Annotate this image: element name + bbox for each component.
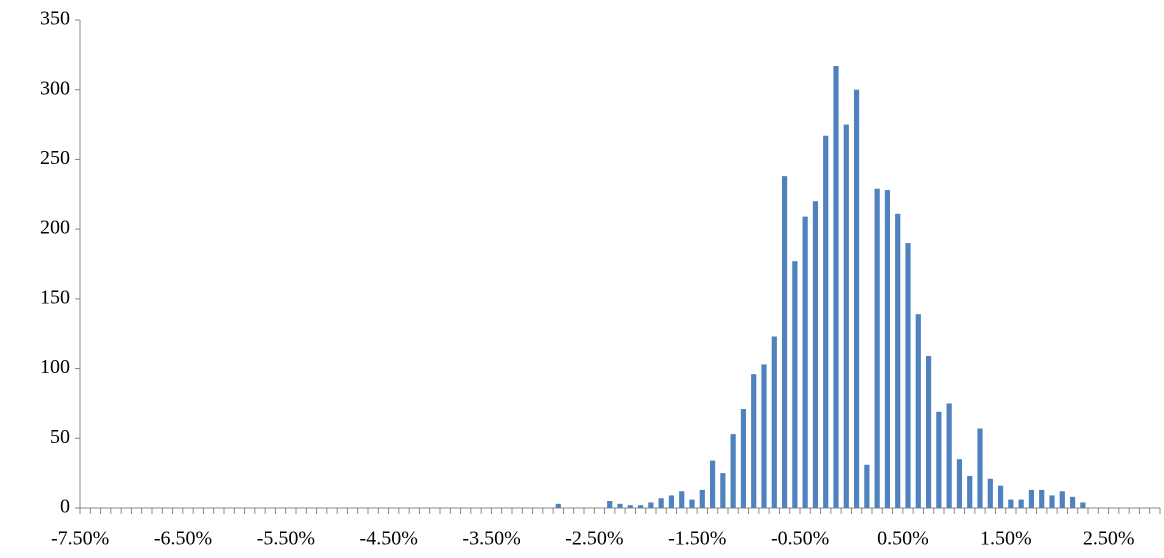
bar	[905, 243, 911, 509]
bar	[781, 176, 788, 508]
bar	[617, 503, 623, 508]
bar	[730, 434, 736, 508]
x-tick-label: 0.50%	[877, 528, 929, 550]
bar	[679, 491, 685, 508]
bar	[864, 464, 870, 508]
y-tick-label: 100	[40, 356, 70, 378]
x-tick-label: -5.50%	[257, 528, 315, 550]
x-tick-label: -7.50%	[51, 528, 109, 550]
bar	[812, 201, 819, 508]
bar	[997, 485, 1004, 508]
bar	[648, 502, 654, 508]
x-tick-label: -0.50%	[771, 528, 829, 550]
bar	[740, 409, 747, 508]
bar	[946, 403, 952, 508]
bar	[1008, 499, 1014, 508]
bar	[1018, 499, 1024, 508]
x-tick-label: -3.50%	[462, 528, 520, 550]
bar	[1080, 502, 1086, 508]
bar	[802, 216, 808, 508]
bar	[936, 411, 942, 508]
bar	[668, 495, 675, 508]
bar	[720, 473, 726, 508]
y-tick-label: 150	[40, 286, 70, 308]
x-tick-label: -6.50%	[154, 528, 212, 550]
bar	[555, 503, 561, 508]
bar	[823, 135, 829, 508]
bar	[699, 489, 705, 508]
y-tick-label: 50	[50, 426, 70, 448]
bar	[751, 374, 757, 508]
bar	[925, 356, 932, 508]
bar	[771, 336, 777, 508]
x-tick-label: -1.50%	[668, 528, 726, 550]
bar	[833, 66, 839, 509]
bar	[637, 505, 644, 508]
bar	[1039, 489, 1045, 508]
bar	[915, 314, 921, 508]
bar	[1069, 496, 1076, 508]
bar	[895, 213, 901, 508]
bar	[627, 505, 633, 508]
y-tick-label: 200	[40, 217, 70, 239]
bar	[658, 498, 664, 508]
bar	[843, 124, 849, 509]
bar	[792, 261, 798, 508]
y-tick-label: 0	[60, 496, 70, 518]
bar	[1059, 491, 1065, 508]
x-tick-label: -2.50%	[565, 528, 623, 550]
x-tick-label: 1.50%	[980, 528, 1032, 550]
bar	[689, 499, 695, 508]
bar	[956, 459, 963, 508]
bar	[884, 190, 891, 509]
x-tick-label: -4.50%	[360, 528, 418, 550]
bar	[977, 428, 983, 508]
bar	[709, 460, 716, 508]
bar	[987, 478, 993, 508]
bar	[853, 89, 860, 508]
bar	[1049, 495, 1055, 508]
bar	[1028, 489, 1035, 508]
bar	[874, 188, 880, 509]
bar	[607, 501, 613, 508]
bar	[967, 475, 973, 508]
y-tick-label: 350	[40, 8, 70, 30]
y-tick-label: 250	[40, 147, 70, 169]
y-tick-label: 300	[40, 77, 70, 99]
bar	[761, 364, 767, 508]
x-tick-label: 2.50%	[1083, 528, 1135, 550]
